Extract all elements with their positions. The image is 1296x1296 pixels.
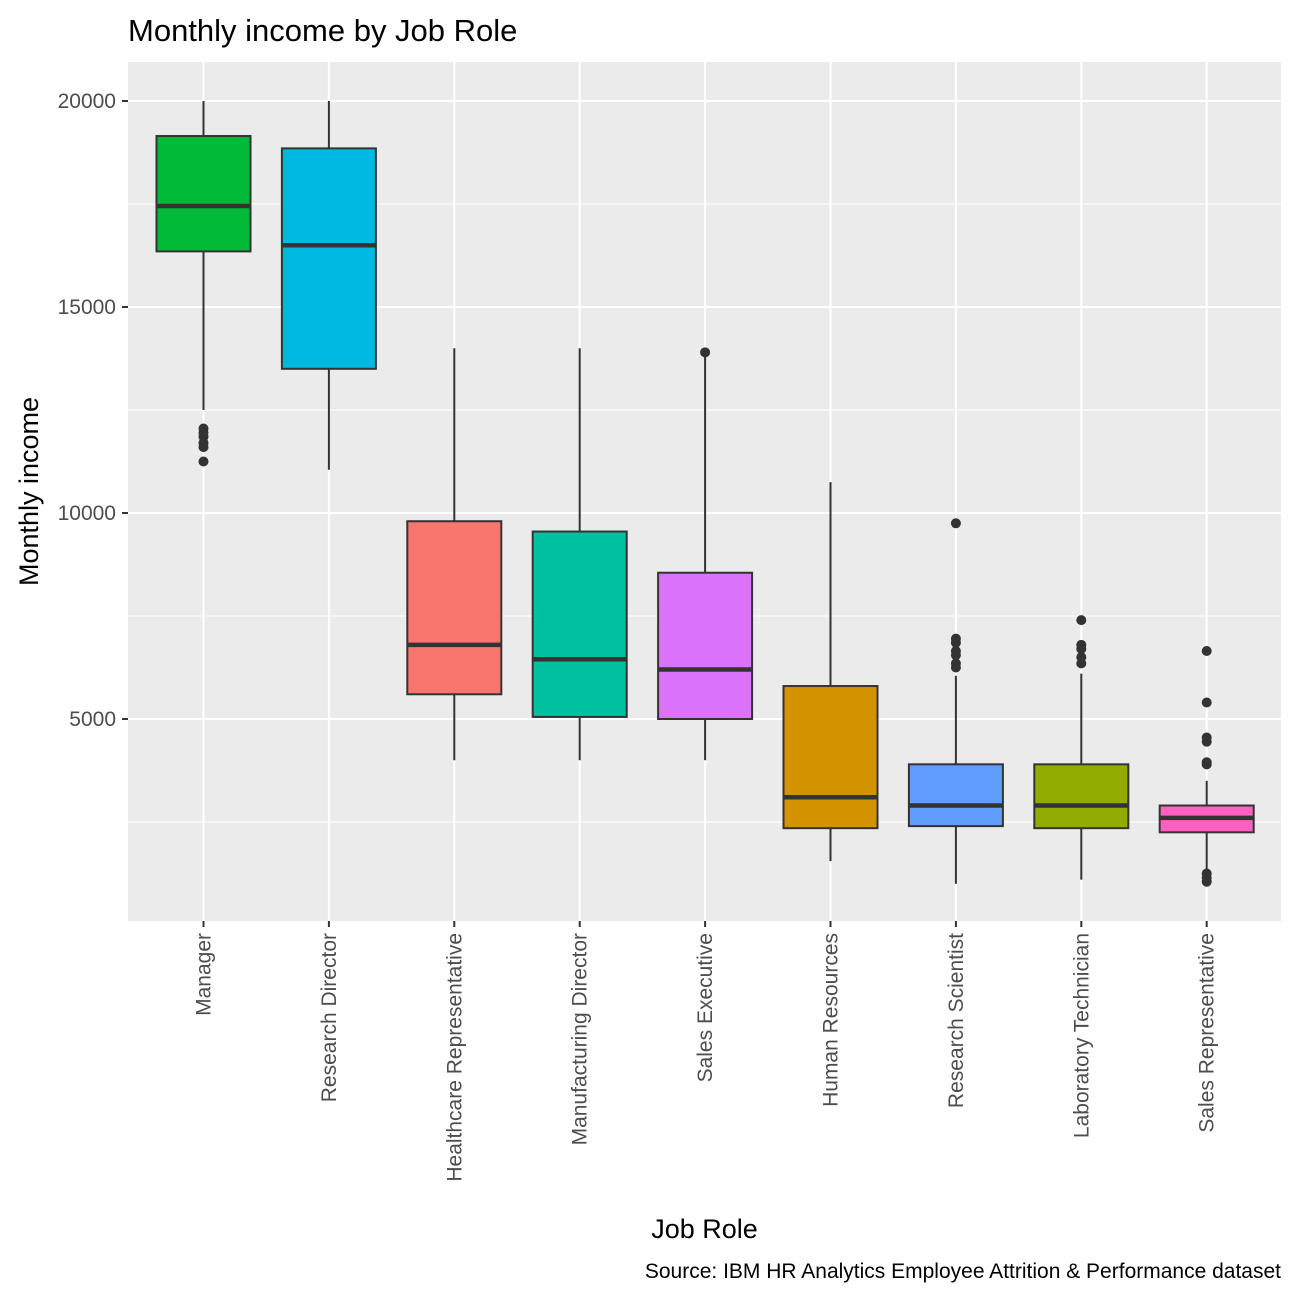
boxplot xyxy=(280,101,377,470)
x-tick-label: Sales Executive xyxy=(694,933,717,1082)
outlier-point xyxy=(198,456,209,467)
x-tick-label: Manager xyxy=(193,933,216,1016)
box xyxy=(280,147,377,370)
outlier-point xyxy=(1076,652,1087,663)
y-tick-label: 10000 xyxy=(58,502,116,525)
box xyxy=(155,135,252,253)
x-tick-label: Sales Representative xyxy=(1196,933,1219,1133)
x-tick-label: Human Resources xyxy=(820,933,843,1107)
y-axis: 5000 10000 15000 20000 xyxy=(58,90,128,731)
boxplots xyxy=(155,101,1255,887)
boxplot xyxy=(1158,646,1255,887)
boxplot xyxy=(1033,615,1130,880)
x-axis: Manager Research Director Healthcare Repre… xyxy=(193,921,1219,1182)
x-tick-label: Healthcare Representative xyxy=(443,933,466,1182)
outlier-point xyxy=(700,347,711,358)
outlier-point xyxy=(1201,757,1212,768)
x-tick-label: Research Director xyxy=(318,933,341,1102)
boxplot xyxy=(907,518,1004,884)
box xyxy=(531,530,628,718)
x-tick-label: Laboratory Technician xyxy=(1070,933,1093,1138)
boxplot xyxy=(406,348,503,761)
outlier-point xyxy=(1201,868,1212,879)
box xyxy=(657,571,754,720)
boxplot xyxy=(155,101,252,467)
outlier-point xyxy=(950,633,961,644)
y-tick-label: 20000 xyxy=(58,90,116,113)
x-tick-label: Research Scientist xyxy=(945,933,968,1108)
outlier-point xyxy=(950,518,961,529)
boxplot xyxy=(782,482,879,862)
x-tick-label: Manufacturing Director xyxy=(569,933,592,1145)
y-tick-label: 15000 xyxy=(58,296,116,319)
boxplot xyxy=(531,348,628,761)
x-axis-title: Job Role xyxy=(651,1214,758,1244)
outlier-point xyxy=(1076,615,1087,626)
box xyxy=(782,685,879,830)
outlier-point xyxy=(198,423,209,434)
box xyxy=(406,520,503,696)
chart-title: Monthly income by Job Role xyxy=(128,13,517,48)
outlier-point xyxy=(1201,697,1212,708)
box xyxy=(907,763,1004,828)
y-tick-label: 5000 xyxy=(69,708,116,731)
outlier-point xyxy=(1201,646,1212,657)
outlier-point xyxy=(1076,639,1087,650)
boxplot xyxy=(657,347,754,761)
y-axis-title: Monthly income xyxy=(14,397,44,586)
caption: Source: IBM HR Analytics Employee Attrit… xyxy=(645,1260,1281,1283)
outlier-point xyxy=(950,646,961,657)
box xyxy=(1033,763,1130,830)
outlier-point xyxy=(950,658,961,669)
outlier-point xyxy=(1201,732,1212,743)
